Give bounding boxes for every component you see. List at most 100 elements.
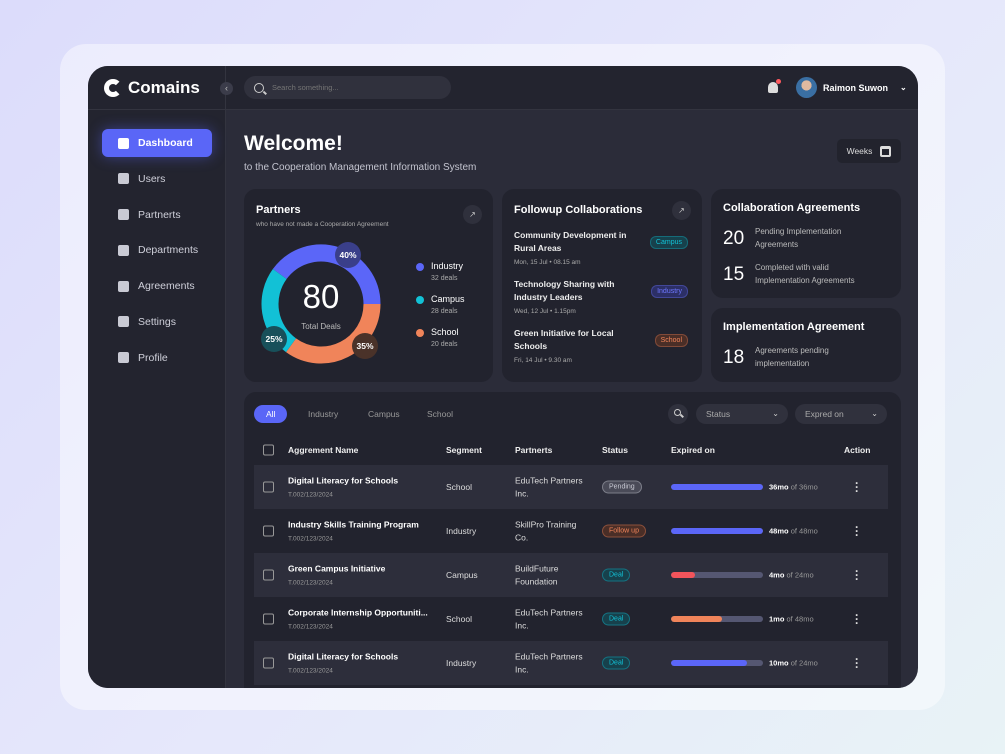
row-checkbox[interactable] <box>263 657 274 669</box>
sidebar: Comains Dashboard Users Partnerts Departmen… <box>88 66 226 688</box>
app-window: Comains Dashboard Users Partnerts Departmen… <box>88 66 918 688</box>
chevron-down-icon: ⌄ <box>772 409 779 418</box>
gear-icon <box>118 316 129 328</box>
more-actions-icon[interactable]: · · · <box>855 652 859 674</box>
table-row[interactable]: Digital Literacy for Schools T.002/123/20… <box>254 641 888 685</box>
sidebar-item-dashboard[interactable]: Dashboard <box>102 129 212 157</box>
followup-item[interactable]: Technology Sharing with Industry Leaders… <box>514 278 688 315</box>
sidebar-item-label: Agreements <box>138 280 195 293</box>
avatar <box>796 77 817 98</box>
followup-item[interactable]: Community Development in Rural Areas Mon,… <box>514 229 688 266</box>
agreements-table-card: All Industry Campus School Status ⌄ Expred o… <box>244 392 901 688</box>
logo[interactable]: Comains <box>104 78 200 98</box>
filter-tab-all[interactable]: All <box>254 405 288 423</box>
search-input[interactable] <box>272 83 432 92</box>
open-arrow-icon[interactable]: ↗ <box>672 201 691 220</box>
legend-deals: 28 deals <box>431 308 458 315</box>
sidebar-item-settings[interactable]: Settings <box>102 308 212 336</box>
table-search-button[interactable] <box>668 404 688 424</box>
months-used: 10mo <box>769 658 789 668</box>
filter-tab-campus[interactable]: Campus <box>368 409 400 419</box>
row-checkbox[interactable] <box>263 525 274 537</box>
months-total: of 48mo <box>790 526 818 536</box>
total-deals-label: Total Deals <box>301 322 341 331</box>
agreement-name: Digital Literacy for Schools <box>288 475 399 486</box>
sidebar-item-users[interactable]: Users <box>102 165 212 193</box>
stat-value: 20 <box>723 227 745 249</box>
table-row[interactable]: Digital Literacy for Schools T.002/123/20… <box>254 465 888 509</box>
segment-tag: School <box>654 334 688 347</box>
sidebar-item-departments[interactable]: Departments <box>102 236 212 264</box>
more-actions-icon[interactable]: · · · <box>855 608 859 630</box>
expiry-text: 36mo of 36mo <box>769 483 818 492</box>
months-total: of 24mo <box>786 570 814 580</box>
expired-select[interactable]: Expred on ⌄ <box>795 404 887 424</box>
status-select[interactable]: Status ⌄ <box>696 404 788 424</box>
grid-icon <box>118 137 129 149</box>
total-deals-value: 80 <box>302 278 340 315</box>
segment-cell: Industry <box>446 658 477 668</box>
agreement-name: Digital Literacy for Schools <box>288 651 399 662</box>
followup-item[interactable]: Green Initiative for Local Schools Fri, 1… <box>514 327 688 364</box>
page-title: Welcome! <box>244 132 343 155</box>
page-subtitle: to the Cooperation Management Informatio… <box>244 162 477 173</box>
period-select[interactable]: Weeks <box>837 139 901 163</box>
row-checkbox[interactable] <box>263 613 274 625</box>
filter-tab-industry[interactable]: Industry <box>308 409 339 419</box>
more-actions-icon[interactable]: · · · <box>855 564 859 586</box>
collapse-sidebar-button[interactable]: ‹ <box>220 82 233 95</box>
user-menu[interactable]: Raimon Suwon ⌄ <box>796 77 907 98</box>
notification-bell-icon[interactable] <box>768 79 781 93</box>
followup-title: Community Development in Rural Areas <box>514 230 627 253</box>
sidebar-item-agreements[interactable]: Agreements <box>102 272 212 300</box>
expiry-progress-bar <box>671 616 763 622</box>
progress-fill <box>671 572 695 578</box>
table-row[interactable]: Industry Skills Training Program T.002/12… <box>254 509 888 553</box>
more-actions-icon[interactable]: · · · <box>855 476 859 498</box>
col-expired: Expired on <box>671 445 715 455</box>
stat-completed: 15 Completed with valid Implementation Ag… <box>723 262 870 287</box>
sidebar-item-profile[interactable]: Profile <box>102 344 212 372</box>
agreement-name-cell: Industry Skills Training Program T.002/12… <box>288 520 419 543</box>
filter-tab-school[interactable]: School <box>427 409 453 419</box>
search-box[interactable] <box>244 76 451 99</box>
agreement-name-cell: Digital Literacy for Schools T.002/123/20… <box>288 476 398 499</box>
table-row[interactable]: Green Campus Initiative T.002/123/2024 Ca… <box>254 553 888 597</box>
select-all-checkbox[interactable] <box>263 444 274 456</box>
agreement-code: T.002/123/2024 <box>288 579 333 587</box>
row-checkbox[interactable] <box>263 481 274 493</box>
partner-cell: EduTech Partners Inc. <box>515 651 583 675</box>
card-title: Partners <box>256 204 301 216</box>
followup-meta: Mon, 15 Jul • 08.15 am <box>514 259 581 266</box>
table-row[interactable]: Corporate Internship Opportuniti... T.002… <box>254 597 888 641</box>
open-arrow-icon[interactable]: ↗ <box>463 205 482 224</box>
status-badge: Deal <box>602 656 631 670</box>
card-subtitle: who have not made a Cooperation Agreemen… <box>256 221 389 228</box>
months-used: 4mo <box>769 570 785 580</box>
col-name: Aggrement Name <box>288 445 359 455</box>
agreement-code: T.002/123/2024 <box>288 667 333 675</box>
expiry-text: 48mo of 48mo <box>769 527 818 536</box>
select-label: Expred on <box>805 409 844 419</box>
main-content: Welcome! to the Cooperation Management I… <box>226 110 918 688</box>
collaboration-agreements-card: Collaboration Agreements 20 Pending Imple… <box>711 189 901 298</box>
segment-cell: School <box>446 614 472 624</box>
followup-meta: Wed, 12 Jul • 1.15pm <box>514 308 576 315</box>
agreement-code: T.002/123/2024 <box>288 491 333 499</box>
calendar-icon <box>880 145 892 157</box>
legend-label: School <box>431 327 459 337</box>
partners-card: Partners who have not made a Cooperation… <box>244 189 493 382</box>
expiry-progress-bar <box>671 572 763 578</box>
sidebar-item-partnerts[interactable]: Partnerts <box>102 201 212 229</box>
store-icon <box>118 209 129 221</box>
chevron-down-icon: ⌄ <box>900 83 907 92</box>
user-name: Raimon Suwon <box>823 82 888 93</box>
months-total: of 36mo <box>790 482 818 492</box>
search-icon <box>674 409 681 416</box>
row-checkbox[interactable] <box>263 569 274 581</box>
card-title: Collaboration Agreements <box>723 202 861 214</box>
status-badge: Pending <box>602 480 642 494</box>
followup-title: Green Initiative for Local Schools <box>514 328 614 351</box>
more-actions-icon[interactable]: · · · <box>855 520 859 542</box>
sidebar-item-label: Departments <box>138 244 199 257</box>
